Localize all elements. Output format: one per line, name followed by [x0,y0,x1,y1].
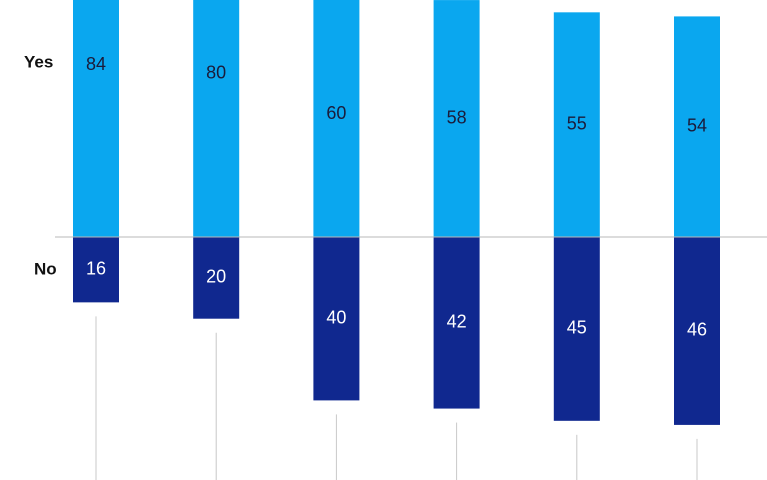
bar [73,0,119,238]
value-label: 60 [326,103,346,123]
bar [73,237,119,303]
bar [553,12,600,238]
bar [674,16,720,237]
bar [193,237,240,319]
bar [313,0,360,238]
value-label: 45 [567,318,587,338]
value-label: 84 [86,54,106,74]
value-label: 42 [447,312,467,332]
bar [313,237,360,401]
bar [433,0,480,237]
value-label: 80 [206,62,226,82]
value-label: 40 [326,307,346,327]
series-label: No [34,259,57,278]
bar [674,237,720,425]
value-label: 46 [687,320,707,340]
bar [433,237,480,409]
value-label: 54 [687,115,707,135]
bar [553,237,600,421]
value-label: 58 [447,107,467,127]
value-label: 16 [86,258,106,278]
bar [193,0,240,237]
value-label: 20 [206,267,226,287]
series-label: Yes [24,52,53,71]
value-label: 55 [567,113,587,133]
